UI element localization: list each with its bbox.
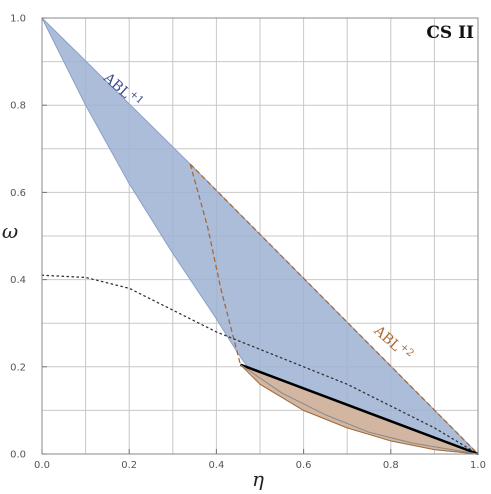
- chart-tag: CS II: [426, 23, 474, 43]
- curve-dashed-1: [189, 163, 479, 455]
- y-tick-label: 0.4: [10, 275, 26, 286]
- x-tick-label: 0.6: [296, 460, 312, 471]
- curve-solid-3: [239, 363, 479, 456]
- x-tick-label: 0.2: [121, 460, 137, 471]
- curve-dashed-0: [189, 163, 242, 365]
- y-tick-label: 1.0: [10, 14, 26, 25]
- x-tick-label: 0.4: [208, 460, 224, 471]
- curve-dotted-2: [41, 274, 479, 455]
- x-axis-label: η: [252, 467, 264, 491]
- x-tick-label: 0.0: [34, 460, 50, 471]
- y-tick-label: 0.0: [10, 450, 26, 461]
- y-tick-label: 0.2: [10, 362, 26, 373]
- ticks: 0.0 0.2 0.4 0.6 0.8 1.0 0.0 0.2 0.4 0.6 0.8 1.0: [10, 14, 486, 472]
- x-tick-label: 1.0: [470, 460, 486, 471]
- y-tick-label: 0.6: [10, 188, 26, 199]
- curves: [41, 163, 479, 456]
- x-tick-label: 0.8: [383, 460, 399, 471]
- y-axis-label: ω: [2, 219, 18, 243]
- plot-frame: [41, 17, 479, 455]
- curve-solid-4: [240, 364, 479, 455]
- y-tick-label: 0.8: [10, 101, 26, 112]
